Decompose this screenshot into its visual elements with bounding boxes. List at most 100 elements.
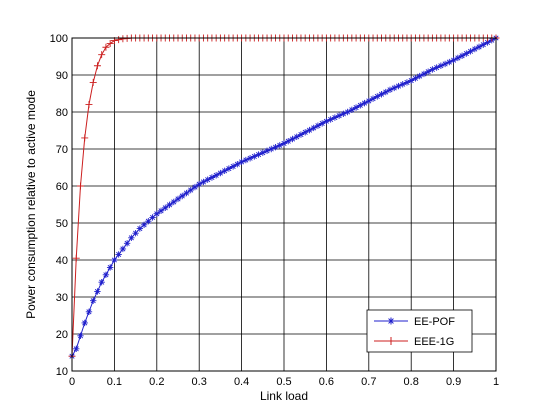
data-point-eee-1g: [76, 182, 84, 190]
x-tick-label: 0.3: [192, 376, 207, 388]
data-point-ee-pof: [225, 165, 233, 172]
data-point-eee-1g: [72, 254, 80, 262]
data-point-ee-pof: [229, 163, 237, 170]
x-tick-label: 0.6: [319, 376, 334, 388]
data-point-ee-pof: [340, 110, 347, 118]
data-point-ee-pof: [454, 54, 462, 62]
data-point-ee-pof: [361, 99, 368, 107]
y-axis-title: Power consumption relative to active mod…: [24, 90, 38, 319]
data-point-ee-pof: [276, 142, 283, 149]
data-point-eee-1g: [93, 62, 101, 70]
data-point-ee-pof: [128, 234, 135, 241]
y-tick-label: 30: [56, 292, 68, 304]
data-point-ee-pof: [289, 135, 296, 143]
y-tick-label: 100: [50, 33, 68, 45]
data-point-ee-pof: [162, 204, 169, 212]
data-point-ee-pof: [484, 39, 491, 46]
data-point-ee-pof: [437, 62, 445, 69]
data-point-ee-pof: [217, 169, 224, 177]
data-point-ee-pof: [302, 129, 309, 136]
data-point-ee-pof: [191, 183, 199, 191]
legend-label-ee-pof: EE-POF: [414, 316, 455, 328]
x-axis-title: Link load: [260, 389, 308, 403]
series-ee-pof: [68, 34, 500, 360]
data-point-ee-pof: [323, 118, 330, 125]
y-tick-label: 50: [56, 218, 68, 230]
data-point-ee-pof: [149, 214, 156, 221]
data-point-ee-pof: [293, 133, 300, 140]
data-point-ee-pof: [166, 201, 173, 209]
data-point-ee-pof: [179, 192, 186, 200]
data-point-ee-pof: [246, 155, 254, 162]
data-point-ee-pof: [285, 138, 292, 145]
data-point-ee-pof: [318, 120, 326, 127]
data-point-ee-pof: [251, 153, 258, 160]
data-point-ee-pof: [263, 147, 271, 155]
data-point-eee-1g: [98, 51, 106, 59]
data-point-ee-pof: [450, 57, 457, 64]
data-point-ee-pof: [187, 186, 194, 194]
data-point-ee-pof: [115, 251, 122, 258]
data-point-ee-pof: [335, 112, 343, 119]
data-point-ee-pof: [416, 72, 423, 80]
y-tick-label: 70: [56, 144, 68, 156]
x-axis-ticks: 0 0.1 0.2 0.3 0.4 0.5 0.6 0.7 0.8 0.9 1: [69, 376, 499, 388]
data-point-eee-1g: [85, 101, 93, 109]
data-point-ee-pof: [123, 240, 131, 247]
data-point-ee-pof: [90, 297, 97, 304]
data-point-ee-pof: [81, 319, 88, 327]
data-point-ee-pof: [352, 104, 360, 111]
data-point-ee-pof: [420, 70, 428, 78]
data-point-ee-pof: [475, 43, 483, 51]
x-tick-label: 0: [69, 376, 75, 388]
x-tick-label: 0.8: [404, 376, 419, 388]
x-tick-label: 0.5: [276, 376, 291, 388]
data-point-ee-pof: [200, 178, 207, 186]
data-point-ee-pof: [408, 77, 415, 84]
data-point-eee-1g: [106, 40, 114, 48]
data-point-ee-pof: [255, 151, 262, 158]
plot-frame: [71, 37, 497, 372]
data-point-ee-pof: [433, 64, 440, 71]
data-point-eee-1g: [115, 36, 123, 44]
data-point-eee-1g: [81, 134, 89, 142]
x-tick-label: 0.7: [361, 376, 376, 388]
data-point-ee-pof: [378, 91, 385, 98]
data-point-ee-pof: [85, 308, 93, 315]
data-point-ee-pof: [382, 88, 389, 96]
data-point-ee-pof: [73, 345, 80, 352]
data-point-ee-pof: [153, 210, 160, 217]
data-point-ee-pof: [424, 68, 432, 75]
data-point-ee-pof: [441, 60, 449, 68]
data-point-ee-pof: [204, 176, 211, 183]
data-point-ee-pof: [403, 79, 411, 86]
y-tick-label: 40: [56, 255, 68, 267]
legend-marker-eee-1g: [387, 337, 395, 345]
data-point-ee-pof: [280, 140, 288, 147]
data-point-ee-pof: [391, 84, 398, 92]
x-tick-label: 0.2: [149, 376, 164, 388]
data-point-ee-pof: [208, 174, 216, 181]
data-point-ee-pof: [111, 256, 118, 264]
data-point-ee-pof: [259, 149, 266, 156]
data-point-ee-pof: [458, 52, 466, 59]
legend-marker-ee-pof: [387, 317, 395, 325]
y-axis-ticks: 10 20 30 40 50 60 70 80 90 100: [50, 33, 68, 378]
data-point-ee-pof: [463, 50, 470, 57]
x-tick-label: 0.1: [107, 376, 122, 388]
data-point-ee-pof: [331, 114, 339, 121]
legend-label-eee-1g: EEE-1G: [414, 336, 454, 348]
data-point-ee-pof: [140, 221, 148, 229]
x-tick-label: 1: [493, 376, 499, 388]
data-point-ee-pof: [399, 81, 406, 88]
data-point-ee-pof: [234, 160, 241, 168]
legend-box: [366, 309, 473, 353]
data-point-ee-pof: [98, 279, 105, 286]
data-point-ee-pof: [310, 124, 317, 132]
data-point-ee-pof: [429, 66, 436, 73]
data-point-ee-pof: [196, 180, 203, 188]
data-point-ee-pof: [446, 58, 453, 66]
data-point-ee-pof: [369, 95, 377, 102]
